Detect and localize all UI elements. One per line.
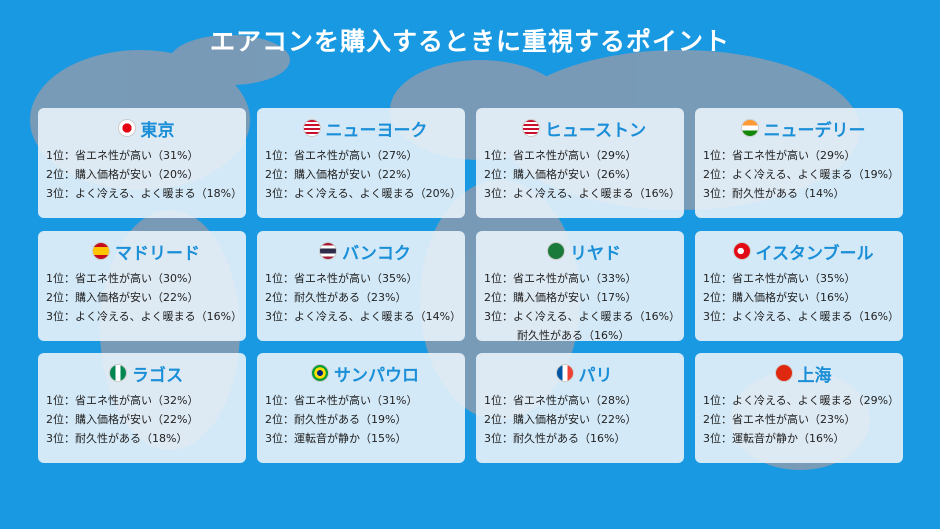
city-name: ニューデリー	[763, 120, 866, 141]
card-header: 上海	[703, 361, 903, 386]
city-name: マドリード	[115, 243, 200, 264]
city-card: ニューデリー 1位：省エネ性が高い（29%） 2位：よく冷える、よく暖まる（19%）…	[695, 108, 903, 218]
rank-line: 2位：購入価格が安い（22%）	[265, 168, 418, 181]
rank-line: 3位：運転音が静か（15%）	[265, 432, 407, 445]
card-header: 東京	[46, 116, 246, 141]
rank-line: 1位：省エネ性が高い（33%）	[484, 272, 637, 285]
rank-line: 2位：購入価格が安い（22%）	[46, 413, 199, 426]
usa-flag-icon	[521, 119, 540, 137]
rank-line: 2位：購入価格が安い（16%）	[703, 291, 856, 304]
usa-flag-icon	[302, 119, 321, 137]
city-name: ラゴス	[131, 365, 184, 386]
card-header: イスタンブール	[703, 239, 903, 264]
rank-line: 2位：省エネ性が高い（23%）	[703, 413, 856, 426]
rank-line: 1位：省エネ性が高い（31%）	[46, 149, 199, 162]
thailand-flag-icon	[319, 242, 338, 260]
rank-line: 2位：購入価格が安い（22%）	[46, 291, 199, 304]
city-card: マドリード 1位：省エネ性が高い（30%） 2位：購入価格が安い（22%） 3位：よく…	[38, 231, 246, 341]
city-name: 東京	[140, 120, 175, 141]
city-name: ニューヨーク	[325, 120, 428, 141]
rank-line: 2位：購入価格が安い（26%）	[484, 168, 637, 181]
rank-line: 3位：耐久性がある（16%）	[484, 432, 626, 445]
rank-line: 3位：よく冷える、よく暖まる（16%）	[46, 310, 243, 323]
card-header: ニューヨーク	[265, 116, 465, 141]
city-name: サンパウロ	[334, 365, 419, 386]
rank-line: 1位：省エネ性が高い（35%）	[703, 272, 856, 285]
rank-line: 3位：よく冷える、よく暖まる（16%）	[484, 310, 681, 323]
rank-line: 1位：省エネ性が高い（29%）	[484, 149, 637, 162]
india-flag-icon	[740, 119, 759, 137]
city-card: ラゴス 1位：省エネ性が高い（32%） 2位：購入価格が安い（22%） 3位：耐久性が…	[38, 353, 246, 463]
nigeria-flag-icon	[108, 364, 127, 382]
city-name: 上海	[797, 365, 832, 386]
city-name: リヤド	[570, 243, 621, 264]
spain-flag-icon	[92, 242, 110, 260]
rank-line: 3位：よく冷える、よく暖まる（16%）	[484, 187, 681, 200]
rank-line: 3位：耐久性がある（18%）	[46, 432, 188, 445]
saudi-flag-icon	[547, 242, 565, 260]
rank-line: 2位：よく冷える、よく暖まる（19%）	[703, 168, 900, 181]
card-header: ラゴス	[46, 361, 246, 386]
france-flag-icon	[555, 364, 574, 382]
rank-line: 耐久性がある（16%）	[517, 329, 630, 342]
rank-line: 1位：省エネ性が高い（27%）	[265, 149, 418, 162]
card-header: ニューデリー	[703, 116, 903, 141]
rank-line: 1位：省エネ性が高い（29%）	[703, 149, 856, 162]
rank-line: 3位：運転音が静か（16%）	[703, 432, 845, 445]
city-card: ニューヨーク 1位：省エネ性が高い（27%） 2位：購入価格が安い（22%） 3位：よ…	[257, 108, 465, 218]
rank-line: 3位：よく冷える、よく暖まる（20%）	[265, 187, 462, 200]
rank-line: 2位：耐久性がある（23%）	[265, 291, 407, 304]
card-header: サンパウロ	[265, 361, 465, 386]
rank-line: 1位：省エネ性が高い（31%）	[265, 394, 418, 407]
card-header: バンコク	[265, 239, 465, 264]
card-header: パリ	[484, 361, 684, 386]
rank-line: 3位：耐久性がある（14%）	[703, 187, 845, 200]
city-card: バンコク 1位：省エネ性が高い（35%） 2位：耐久性がある（23%） 3位：よく冷え…	[257, 231, 465, 341]
card-header: マドリード	[46, 239, 246, 264]
card-header: ヒューストン	[484, 116, 684, 141]
city-name: パリ	[578, 365, 613, 386]
rank-line: 2位：耐久性がある（19%）	[265, 413, 407, 426]
brazil-flag-icon	[311, 364, 329, 382]
city-card: リヤド 1位：省エネ性が高い（33%） 2位：購入価格が安い（17%） 3位：よく冷え…	[476, 231, 684, 342]
turkey-flag-icon	[732, 242, 751, 260]
city-card: パリ 1位：省エネ性が高い（28%） 2位：購入価格が安い（22%） 3位：耐久性があ…	[476, 353, 684, 463]
rank-line: 2位：購入価格が安い（22%）	[484, 413, 637, 426]
rank-line: 1位：よく冷える、よく暖まる（29%）	[703, 394, 900, 407]
city-card: ヒューストン 1位：省エネ性が高い（29%） 2位：購入価格が安い（26%） 3位：よ…	[476, 108, 684, 218]
rank-line: 2位：購入価格が安い（17%）	[484, 291, 637, 304]
page-title: エアコンを購入するときに重視するポイント	[209, 27, 730, 56]
city-card: サンパウロ 1位：省エネ性が高い（31%） 2位：耐久性がある（19%） 3位：運転音…	[257, 353, 465, 463]
rank-line: 3位：よく冷える、よく暖まる（14%）	[265, 310, 462, 323]
rank-line: 1位：省エネ性が高い（28%）	[484, 394, 637, 407]
japan-flag-icon	[117, 119, 136, 137]
rank-line: 3位：よく冷える、よく暖まる（16%）	[703, 310, 900, 323]
city-name: イスタンブール	[755, 243, 874, 264]
rank-line: 2位：購入価格が安い（20%）	[46, 168, 199, 181]
city-card: 東京 1位：省エネ性が高い（31%） 2位：購入価格が安い（20%） 3位：よく冷える…	[38, 108, 246, 218]
rank-line: 3位：よく冷える、よく暖まる（18%）	[46, 187, 243, 200]
city-card: イスタンブール 1位：省エネ性が高い（35%） 2位：購入価格が安い（16%） 3位：…	[695, 231, 903, 341]
rank-line: 1位：省エネ性が高い（30%）	[46, 272, 199, 285]
city-name: バンコク	[342, 243, 411, 264]
card-header: リヤド	[484, 239, 684, 264]
rank-line: 1位：省エネ性が高い（35%）	[265, 272, 418, 285]
china-flag-icon	[774, 364, 793, 382]
city-card: 上海 1位：よく冷える、よく暖まる（29%） 2位：省エネ性が高い（23%） 3位：運…	[695, 353, 903, 463]
city-name: ヒューストン	[544, 120, 647, 141]
rank-line: 1位：省エネ性が高い（32%）	[46, 394, 199, 407]
